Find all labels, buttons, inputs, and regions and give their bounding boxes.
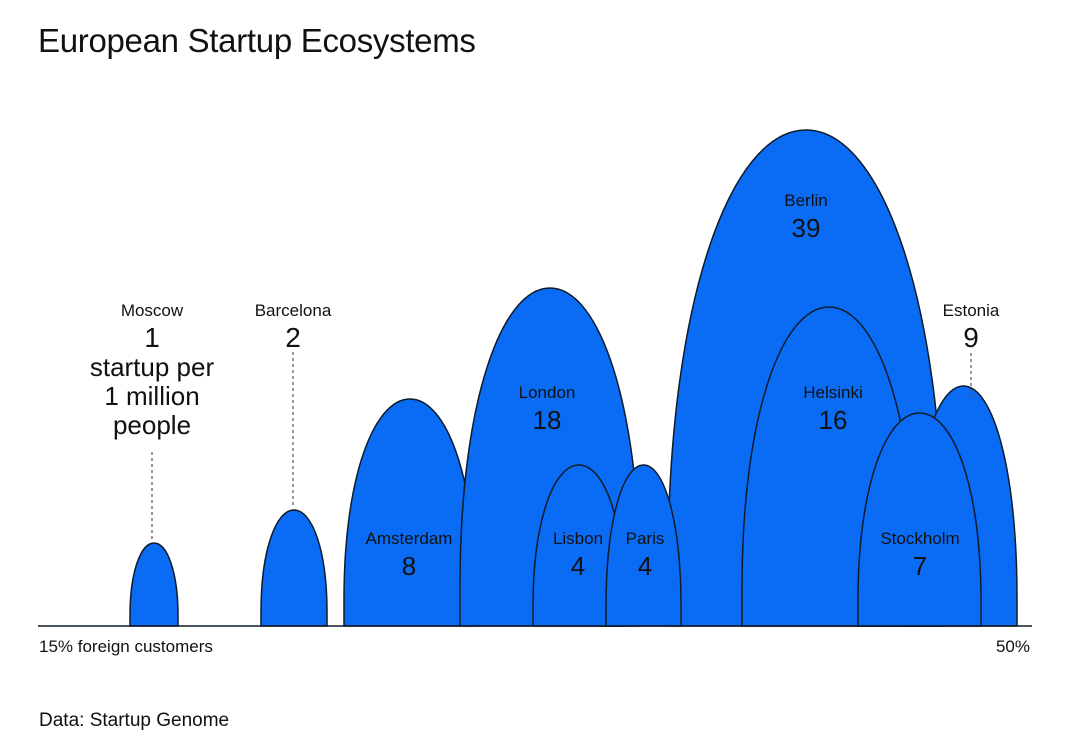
arches-layer: [129, 129, 1018, 627]
value-note-moscow-1: 1 million: [104, 381, 199, 411]
arch-barcelona: [260, 509, 328, 627]
label-berlin: Berlin: [784, 191, 827, 210]
value-helsinki: 16: [819, 405, 848, 435]
value-london: 18: [533, 405, 562, 435]
label-amsterdam: Amsterdam: [366, 529, 453, 548]
value-lisbon: 4: [571, 551, 585, 581]
label-paris: Paris: [626, 529, 665, 548]
chart-title: European Startup Ecosystems: [38, 22, 476, 59]
arch-amsterdam: [343, 398, 477, 627]
label-london: London: [519, 383, 576, 402]
label-stockholm: Stockholm: [880, 529, 959, 548]
x-axis-max-label: 50%: [995, 637, 1030, 656]
value-amsterdam: 8: [402, 551, 416, 581]
label-estonia: Estonia: [943, 301, 1000, 320]
value-note-moscow-0: startup per: [90, 352, 215, 382]
source-note: Data: Startup Genome: [39, 710, 230, 731]
value-note-moscow-2: people: [113, 410, 191, 440]
label-lisbon: Lisbon: [553, 529, 603, 548]
label-barcelona: Barcelona: [255, 301, 332, 320]
value-moscow: 1: [144, 322, 160, 353]
value-estonia: 9: [963, 322, 979, 353]
value-paris: 4: [638, 551, 652, 581]
arch-stockholm: [857, 412, 982, 627]
label-helsinki: Helsinki: [803, 383, 863, 402]
value-stockholm: 7: [913, 551, 927, 581]
value-barcelona: 2: [285, 322, 301, 353]
x-axis-min-label: 15% foreign customers: [39, 637, 213, 656]
arch-paris: [605, 464, 682, 627]
arch-moscow: [129, 542, 179, 627]
value-berlin: 39: [792, 213, 821, 243]
label-moscow: Moscow: [121, 301, 184, 320]
